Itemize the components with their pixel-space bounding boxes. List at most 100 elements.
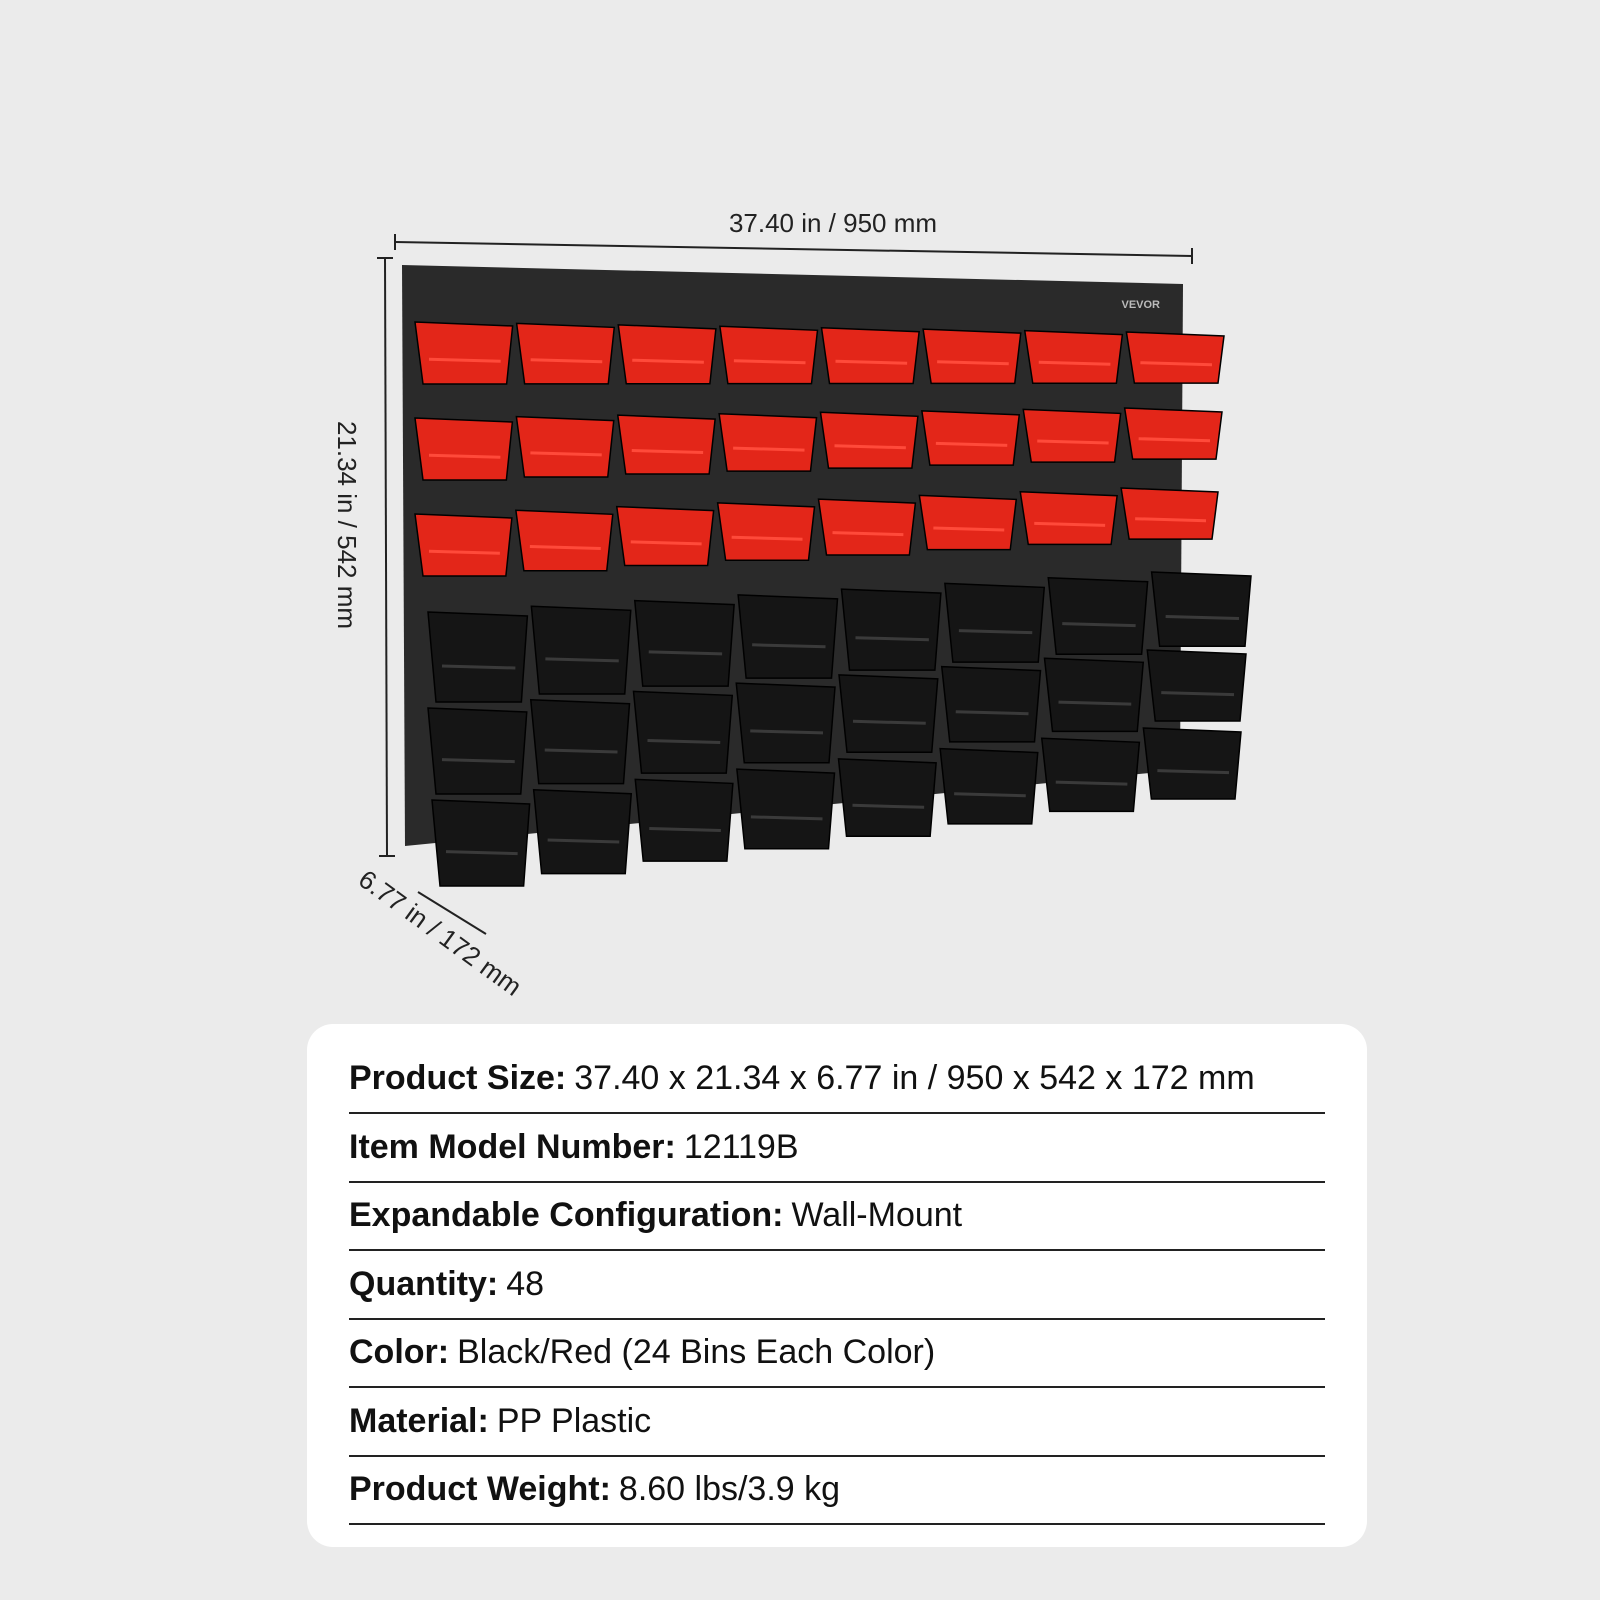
bin-lip: [835, 359, 908, 365]
bin: [1146, 649, 1247, 722]
bin-lip: [1055, 780, 1128, 786]
bin-lip: [1138, 437, 1211, 443]
bin: [515, 322, 616, 385]
bin-lip: [544, 748, 618, 754]
bin: [838, 674, 939, 754]
bin-lip: [529, 545, 601, 551]
bin: [515, 509, 614, 572]
brand-logo: VEVOR: [1121, 299, 1160, 311]
bin-lip: [1037, 439, 1109, 445]
bin-lip: [1165, 615, 1240, 621]
bin-lip: [428, 453, 501, 459]
bin: [530, 605, 632, 695]
height-dimension: 21.34 in / 542 mm: [332, 421, 362, 629]
spec-value: PP Plastic: [496, 1401, 652, 1440]
bin: [736, 768, 836, 850]
spec-label: Quantity:: [349, 1264, 499, 1303]
bin: [1023, 329, 1124, 385]
spec-row: Quantity: 48: [349, 1252, 1325, 1320]
bin-lip: [937, 360, 1009, 366]
spec-label: Color:: [349, 1333, 450, 1371]
spec-row: Product Size: 37.40 x 21.34 x 6.77 in / 9…: [349, 1046, 1325, 1114]
bin: [719, 325, 819, 385]
bin: [1019, 490, 1118, 546]
spec-value: Wall-Mount: [791, 1196, 963, 1234]
bin-lip: [1135, 517, 1207, 523]
spec-value: Black/Red (24 Bins Each Color): [457, 1333, 936, 1371]
bin-lip: [445, 850, 518, 856]
bin-lip: [1140, 361, 1213, 367]
spec-row: Material: PP Plastic: [349, 1389, 1325, 1457]
bin: [617, 324, 717, 385]
spec-label: Expandable Configuration:: [349, 1196, 784, 1234]
bin-lip: [530, 358, 603, 364]
bin-lip: [647, 738, 721, 744]
bin: [414, 321, 514, 385]
bin-lip: [834, 444, 906, 450]
bin-lip: [954, 792, 1026, 798]
bin-lip: [1058, 700, 1132, 706]
bin-lip: [852, 719, 926, 725]
bin-lip: [733, 446, 805, 452]
bin-lip: [935, 441, 1008, 447]
bin: [939, 747, 1039, 825]
depth-dimension-line: [417, 891, 487, 935]
spec-row: Item Model Number: 12119B: [349, 1115, 1325, 1183]
bin-lip: [547, 838, 620, 844]
bin-lip: [832, 531, 904, 537]
bin: [944, 582, 1046, 663]
bin-lip: [530, 451, 602, 457]
bin: [1120, 487, 1219, 540]
bin-lip: [1062, 622, 1136, 628]
bin-lip: [649, 826, 721, 832]
bin-lip: [1038, 360, 1111, 366]
bin: [837, 758, 937, 838]
bin: [616, 414, 716, 475]
bin-lip: [441, 758, 515, 764]
bin: [532, 788, 633, 875]
bin-lip: [1161, 691, 1235, 697]
bin: [414, 417, 514, 481]
bin: [940, 665, 1042, 743]
bin: [1040, 737, 1141, 813]
spec-label: Material:: [349, 1401, 489, 1440]
bin: [414, 513, 513, 577]
bin: [840, 588, 942, 671]
spec-row: Product Weight: 8.60 lbs/3.9 kg: [349, 1457, 1325, 1525]
bin-lip: [632, 358, 704, 364]
bin-lip: [855, 636, 929, 642]
bin: [1125, 331, 1225, 384]
bin: [1043, 657, 1145, 733]
bin: [1022, 408, 1122, 463]
spec-row: Expandable Configuration: Wall-Mount: [349, 1183, 1325, 1251]
bin: [633, 599, 735, 687]
bin: [735, 682, 836, 764]
bin: [1047, 576, 1149, 655]
bin: [716, 502, 816, 561]
bin-lip: [750, 729, 824, 735]
bin: [615, 505, 715, 567]
bin: [1142, 727, 1242, 800]
bin: [515, 415, 615, 478]
bin-lip: [852, 803, 925, 809]
bin-lip: [630, 540, 702, 546]
bin-lip: [1034, 521, 1106, 527]
spec-value: 48: [506, 1264, 545, 1303]
bin-lip: [958, 629, 1033, 635]
spec-value: 8.60 lbs/3.9 kg: [618, 1470, 841, 1508]
spec-label: Product Weight:: [349, 1470, 611, 1508]
bin: [634, 778, 734, 862]
bin: [918, 494, 1018, 551]
bin: [718, 412, 818, 472]
bin: [431, 799, 531, 887]
bin-lip: [1157, 769, 1230, 775]
bin: [427, 707, 528, 795]
bin: [529, 698, 631, 785]
bin: [1123, 407, 1223, 460]
bin-lip: [955, 710, 1029, 716]
bin-lip: [428, 357, 501, 363]
bin-lip: [428, 549, 500, 555]
width-dimension: 37.40 in / 950 mm: [729, 208, 937, 238]
bin: [819, 411, 919, 469]
bin-lip: [731, 535, 803, 541]
